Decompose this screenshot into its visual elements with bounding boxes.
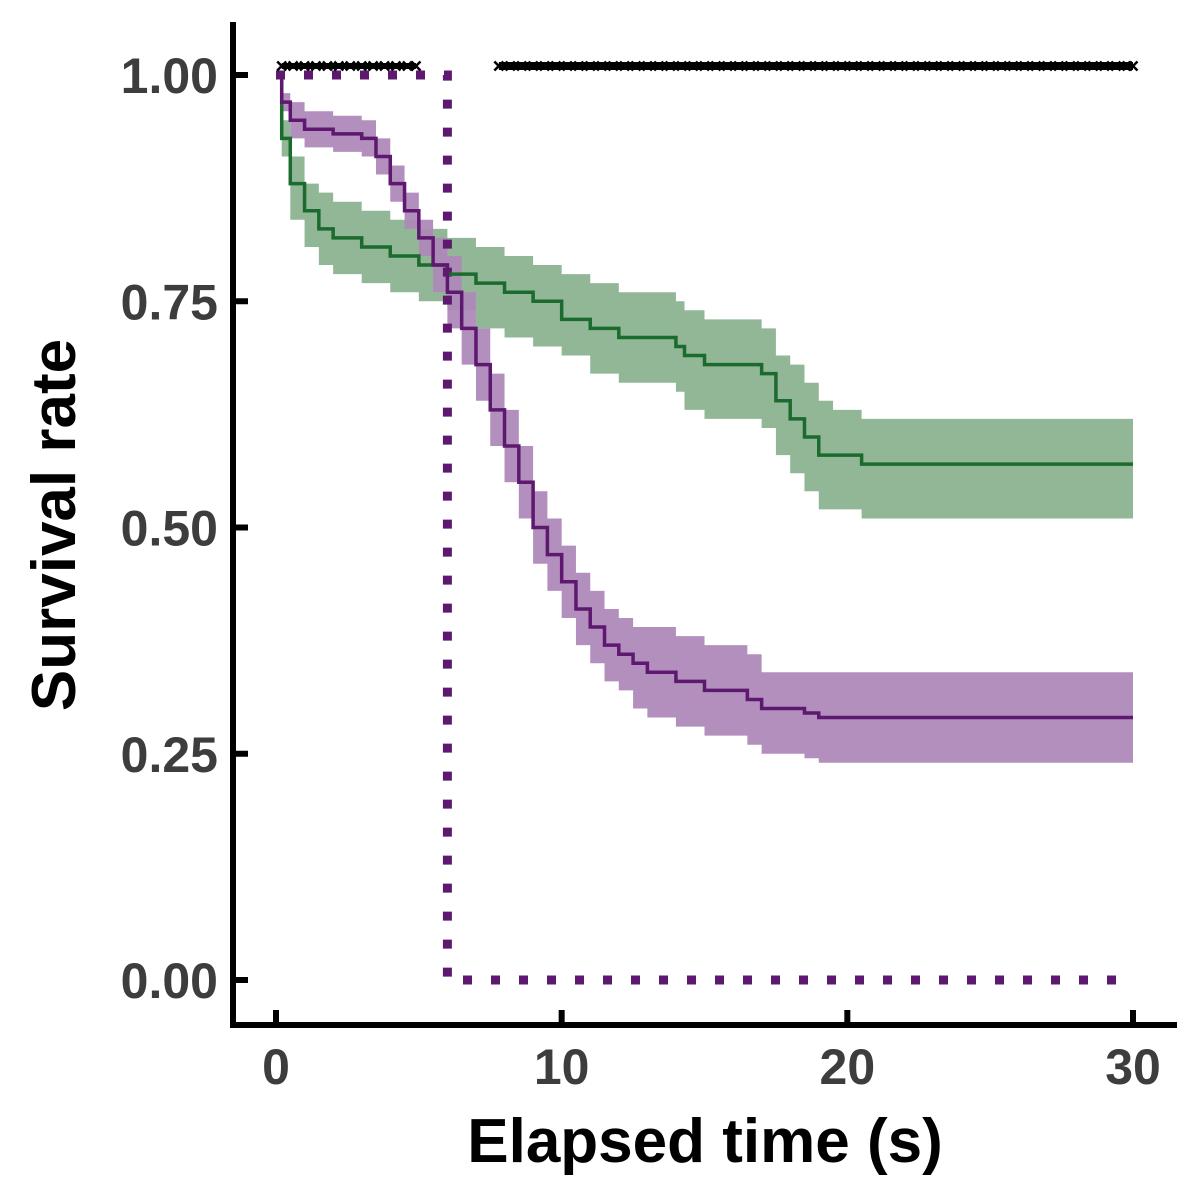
bands-layer xyxy=(276,75,1133,763)
y-tick-label: 0.00 xyxy=(121,953,218,1009)
survival-line-1 xyxy=(276,73,1133,466)
reference-layer xyxy=(276,70,1133,985)
confidence-band-1 xyxy=(276,75,1133,519)
x-tick-label: 0 xyxy=(262,1039,290,1095)
y-tick-label: 0.50 xyxy=(121,501,218,557)
x-tick-label: 30 xyxy=(1105,1039,1161,1095)
lines-layer xyxy=(276,73,1133,720)
y-axis-title: Survival rate xyxy=(20,339,89,711)
survival-line-2 xyxy=(276,73,1133,720)
x-tick-label: 20 xyxy=(820,1039,876,1095)
median-reference-line xyxy=(276,70,1133,985)
y-tick-label: 0.75 xyxy=(121,274,218,330)
axes-layer xyxy=(230,22,1177,1028)
y-tick-label: 1.00 xyxy=(121,48,218,104)
x-axis-title: Elapsed time (s) xyxy=(467,1107,942,1176)
x-tick-label: 10 xyxy=(534,1039,590,1095)
confidence-band-2 xyxy=(276,75,1133,763)
y-tick-label: 0.25 xyxy=(121,727,218,783)
censor-layer xyxy=(276,60,1139,72)
tick-label-layer: 0.00 0.25 0.50 0.75 1.00 0 10 20 30 xyxy=(121,48,1161,1095)
